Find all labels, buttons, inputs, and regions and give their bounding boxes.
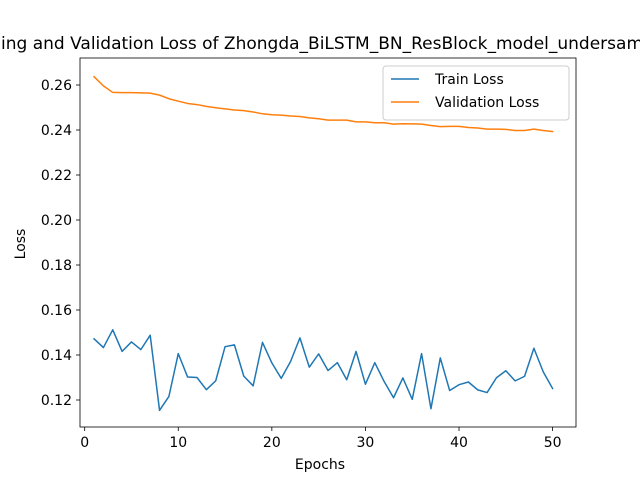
axes-frame (79, 57, 577, 428)
x-tick-label: 20 (263, 435, 281, 451)
x-tick-label: 10 (169, 435, 187, 451)
y-tick-label: 0.22 (41, 168, 72, 184)
x-tick-label: 50 (544, 435, 562, 451)
legend: Train Loss Validation Loss (382, 65, 570, 121)
plot-layer (92, 75, 554, 412)
y-tick-label: 0.12 (41, 393, 72, 409)
x-tick-label: 30 (357, 435, 375, 451)
y-tick-label: 0.16 (41, 303, 72, 319)
y-tick-label: 0.20 (41, 213, 72, 229)
series-line-validation-loss (92, 75, 554, 133)
legend-box (382, 65, 570, 121)
x-tick-label: 40 (450, 435, 468, 451)
chart-title: Training and Validation Loss of Zhongda_… (0, 34, 640, 54)
x-axis-title: Epochs (295, 457, 345, 473)
y-tick-label: 0.26 (41, 78, 72, 94)
y-tick-label: 0.24 (41, 123, 72, 139)
y-tick-label: 0.18 (41, 258, 72, 274)
axes-layer: 0 10 20 30 40 50 0.12 0.14 0.16 0.18 0.20 0.22 0.24 0… (41, 57, 577, 451)
x-tick-label: 0 (80, 435, 89, 451)
legend-label-validation-loss: Validation Loss (435, 95, 539, 111)
legend-label-train-loss: Train Loss (434, 72, 504, 88)
y-tick-label: 0.14 (41, 348, 72, 364)
y-axis-title: Loss (13, 229, 29, 260)
series-line-train-loss (92, 329, 554, 412)
